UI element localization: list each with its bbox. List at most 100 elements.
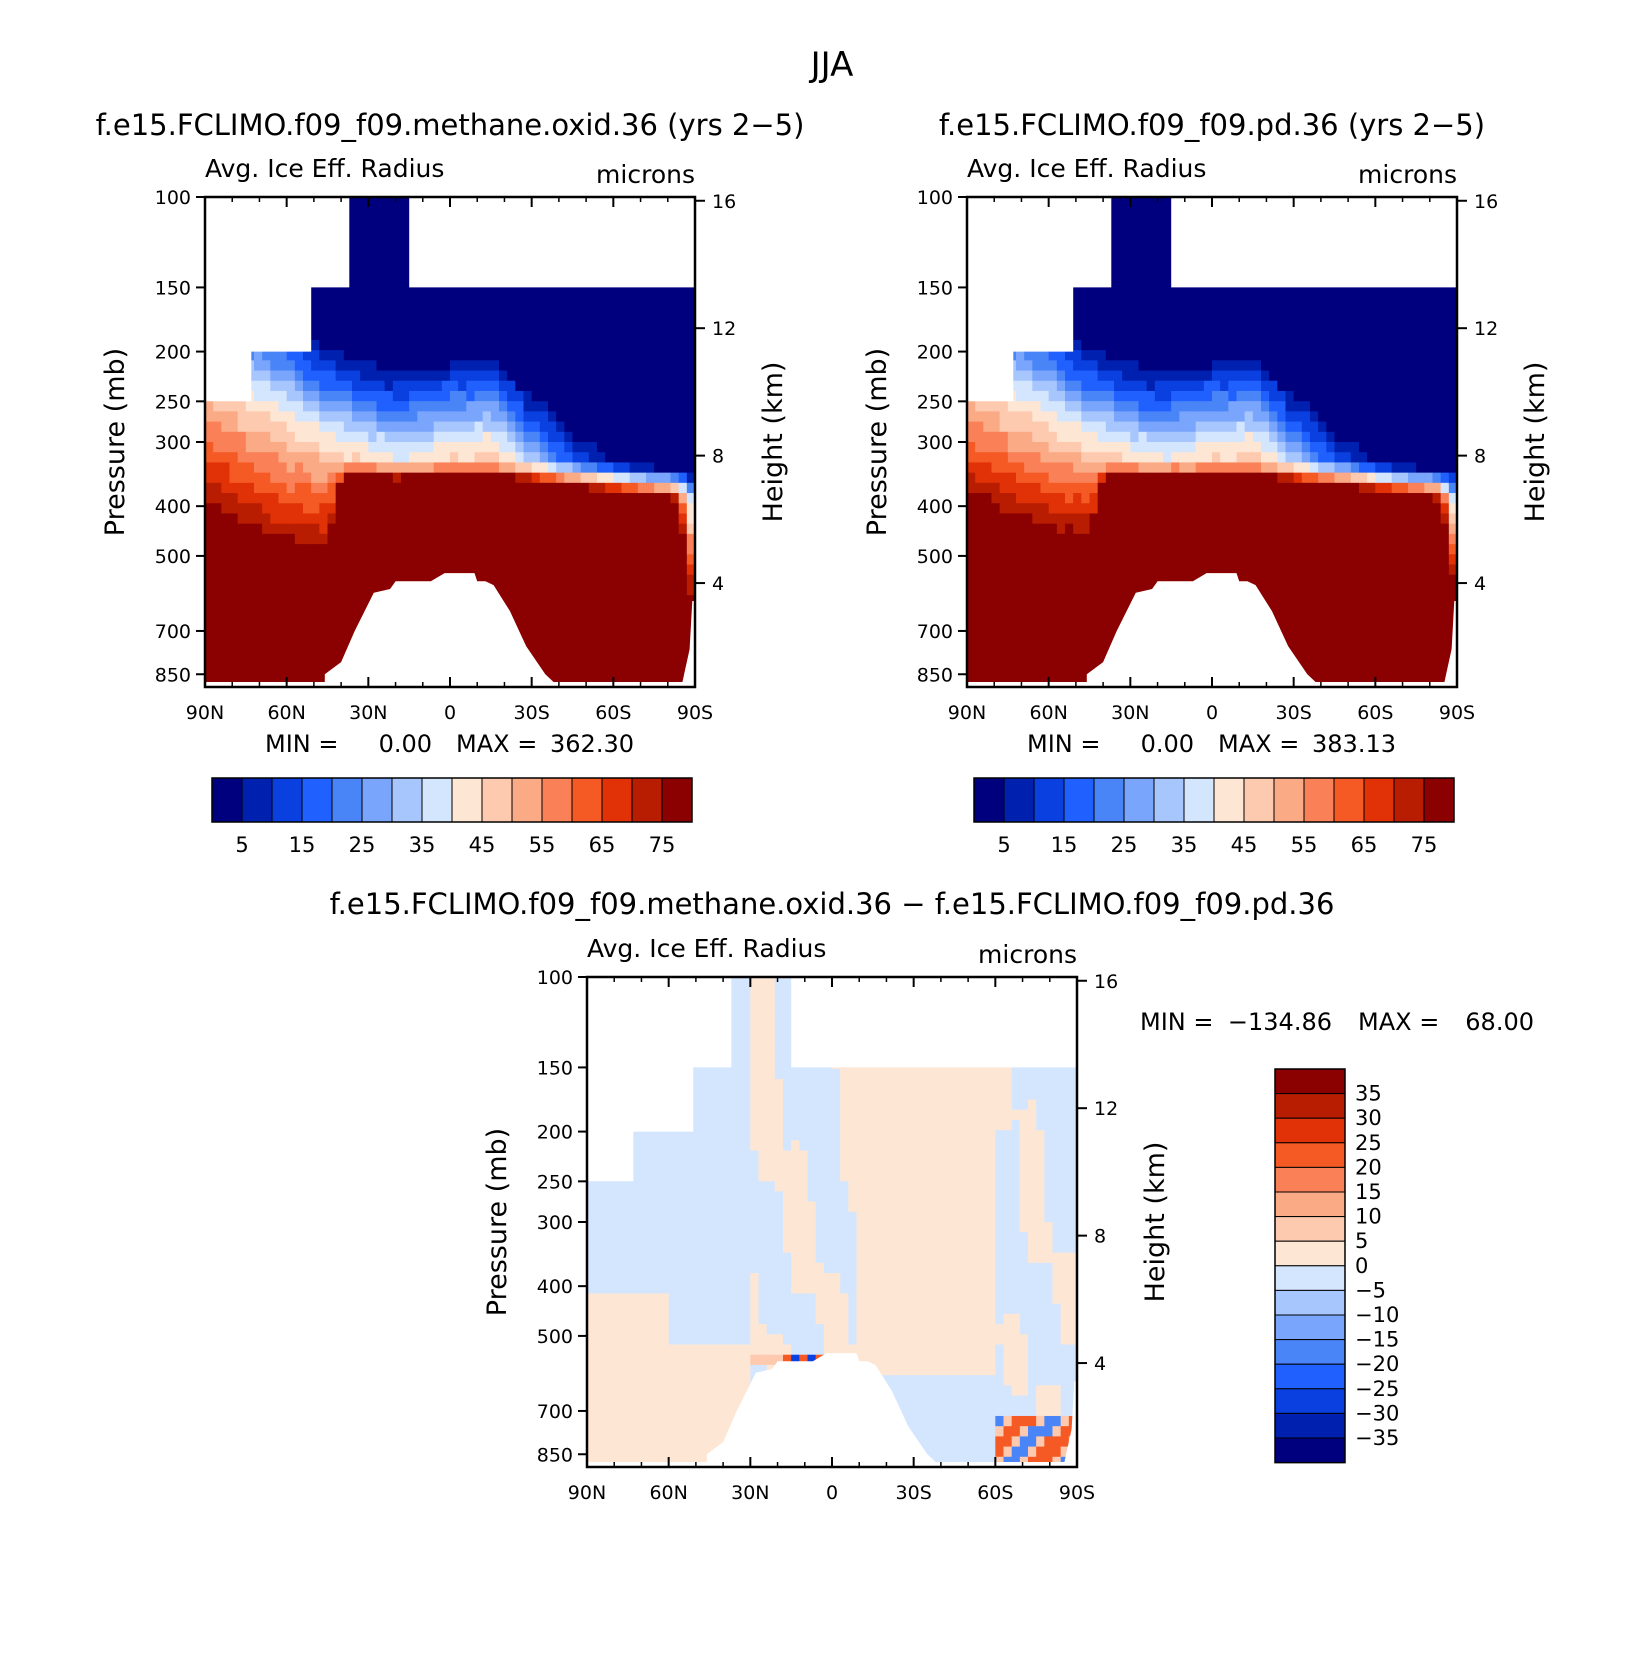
field-cell (328, 473, 337, 484)
field-cell (605, 534, 614, 545)
field-cell (368, 565, 377, 576)
field-cell (499, 299, 508, 310)
field-cell (1024, 381, 1033, 392)
field-cell (556, 371, 565, 382)
field-cell (573, 401, 582, 412)
field-cell (1220, 462, 1229, 473)
field-cell (368, 544, 377, 555)
field-cell (303, 656, 312, 667)
field-cell (1081, 595, 1090, 606)
field-cell (524, 616, 533, 627)
field-cell (679, 442, 688, 453)
field-cell (1098, 299, 1107, 310)
field-cell (556, 411, 565, 422)
field-cell (1106, 330, 1115, 341)
field-cell (1204, 513, 1213, 524)
field-cell (1016, 391, 1025, 402)
field-cell (1139, 391, 1148, 402)
field-cell (564, 473, 573, 484)
field-cell (491, 503, 500, 514)
field-cell (564, 360, 573, 371)
field-cell (385, 483, 394, 494)
field-cell (646, 575, 655, 586)
field-cell (360, 207, 369, 218)
field-cell (589, 595, 598, 606)
field-cell (1155, 350, 1164, 361)
field-cell (1204, 473, 1213, 484)
field-cell (1139, 452, 1148, 463)
field-cell (967, 667, 976, 678)
field-cell (1147, 268, 1156, 279)
field-cell (450, 493, 459, 504)
field-cell (1163, 411, 1172, 422)
field-cell (287, 503, 296, 514)
field-cell (1155, 340, 1164, 351)
field-cell (254, 565, 263, 576)
field-cell (409, 544, 418, 555)
field-cell (654, 503, 663, 514)
field-cell (1114, 289, 1123, 300)
field-cell (1122, 391, 1131, 402)
field-cell (613, 646, 622, 657)
field-cell (630, 473, 639, 484)
field-cell (1212, 534, 1221, 545)
field-cell (1130, 238, 1139, 249)
field-cell (1188, 320, 1197, 331)
field-cell (1114, 554, 1123, 565)
field-cell (638, 595, 647, 606)
field-cell (1065, 462, 1074, 473)
field-cell (1204, 493, 1213, 504)
field-cell (679, 289, 688, 300)
field-cell (466, 381, 475, 392)
field-cell (1000, 442, 1009, 453)
field-cell (368, 258, 377, 269)
field-cell (679, 565, 688, 576)
field-cell (638, 350, 647, 361)
field-cell (336, 452, 345, 463)
field-cell (1245, 340, 1254, 351)
field-cell (613, 493, 622, 504)
field-cell (532, 595, 541, 606)
field-cell (1032, 350, 1041, 361)
field-cell (1269, 473, 1278, 484)
field-cell (401, 207, 410, 218)
field-cell (230, 534, 239, 545)
field-cell (630, 534, 639, 545)
field-cell (287, 391, 296, 402)
field-cell (360, 513, 369, 524)
field-cell (270, 462, 279, 473)
field-cell (564, 330, 573, 341)
field-cell (679, 646, 688, 657)
field-cell (311, 595, 320, 606)
field-cell (1155, 452, 1164, 463)
field-cell (1081, 309, 1090, 320)
field-cell (303, 452, 312, 463)
field-cell (1098, 605, 1107, 616)
field-cell (401, 248, 410, 259)
field-cell (295, 667, 304, 678)
field-cell (1081, 534, 1090, 545)
field-cell (1065, 595, 1074, 606)
field-cell (344, 320, 353, 331)
field-cell (1228, 473, 1237, 484)
field-cell (270, 452, 279, 463)
field-cell (548, 340, 557, 351)
field-cell (262, 452, 271, 463)
field-cell (679, 299, 688, 310)
field-cell (262, 595, 271, 606)
field-cell (401, 268, 410, 279)
field-cell (1065, 381, 1074, 392)
field-cell (1049, 554, 1058, 565)
field-cell (983, 411, 992, 422)
field-cell (1294, 544, 1303, 555)
field-cell (1098, 585, 1107, 596)
field-cell (1065, 360, 1074, 371)
field-cell (654, 626, 663, 637)
field-cell (303, 513, 312, 524)
field-cell (654, 473, 663, 484)
field-cell (507, 350, 516, 361)
field-cell (622, 524, 631, 535)
field-cell (1237, 401, 1246, 412)
field-cell (442, 320, 451, 331)
field-cell (450, 391, 459, 402)
